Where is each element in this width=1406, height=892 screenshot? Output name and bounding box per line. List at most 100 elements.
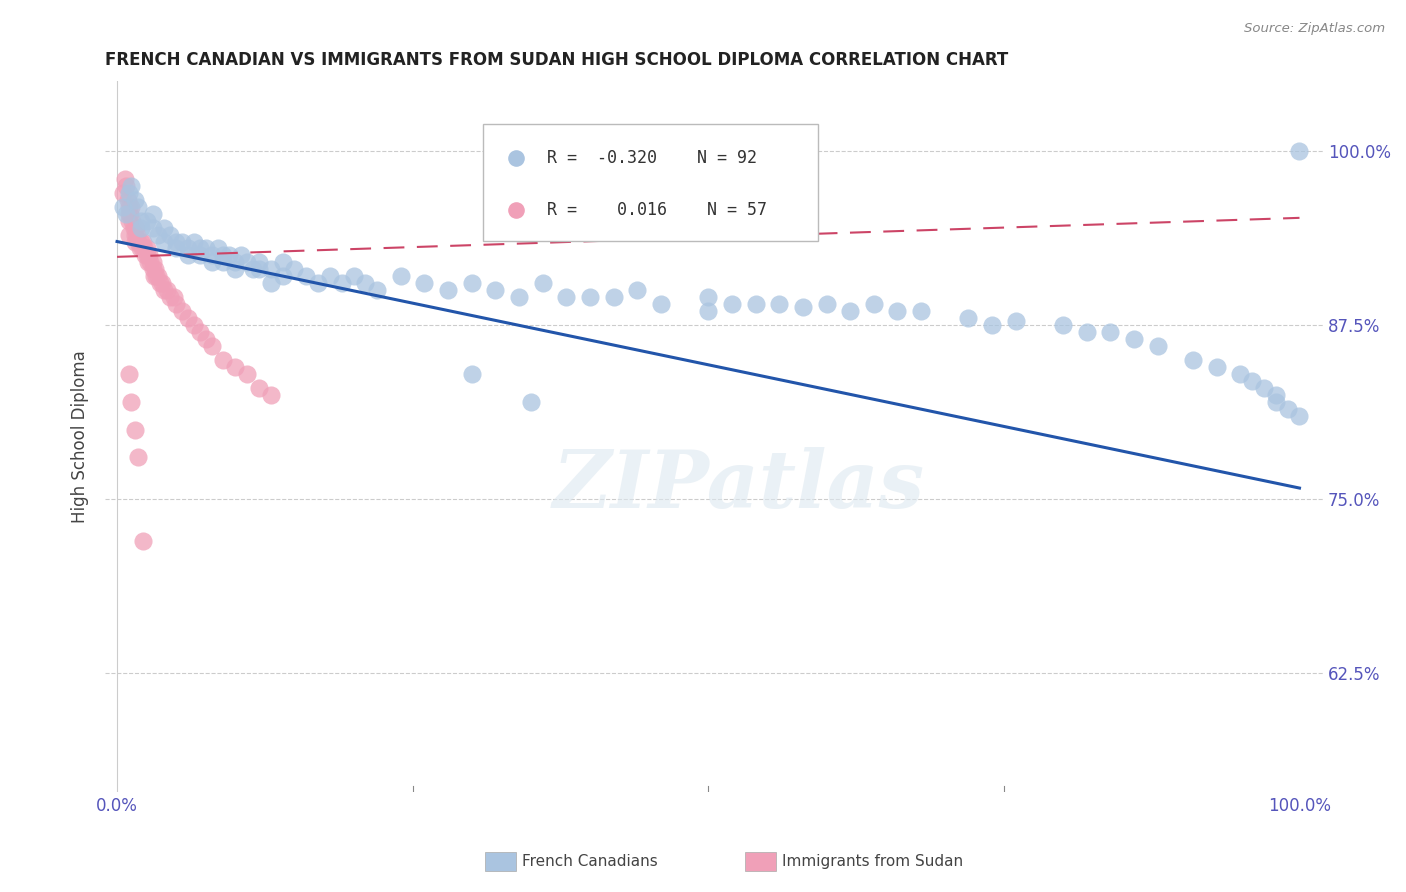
Point xyxy=(1146,339,1168,353)
Point xyxy=(183,318,205,332)
Point xyxy=(138,248,160,262)
Point xyxy=(118,207,141,221)
Point xyxy=(242,262,264,277)
Point xyxy=(626,283,648,297)
Point xyxy=(188,242,211,256)
Point xyxy=(115,178,138,193)
Point xyxy=(170,304,193,318)
Point xyxy=(124,423,146,437)
Point xyxy=(957,311,980,326)
Point xyxy=(111,186,134,200)
Point xyxy=(271,255,294,269)
Point xyxy=(1253,381,1275,395)
Point xyxy=(697,290,720,304)
FancyBboxPatch shape xyxy=(482,124,818,241)
Point xyxy=(224,262,246,277)
Point xyxy=(1099,325,1122,339)
Point xyxy=(141,207,163,221)
Point xyxy=(118,227,141,242)
Point xyxy=(117,193,139,207)
Point xyxy=(650,297,672,311)
Point xyxy=(153,235,176,249)
Point xyxy=(1264,388,1286,402)
Point xyxy=(697,304,720,318)
Point xyxy=(188,325,211,339)
Point xyxy=(127,227,149,242)
Text: Immigrants from Sudan: Immigrants from Sudan xyxy=(782,855,963,869)
Point xyxy=(260,388,283,402)
Point xyxy=(271,269,294,284)
Point xyxy=(153,283,176,297)
Point xyxy=(135,248,157,262)
Point xyxy=(260,277,283,291)
Point xyxy=(231,248,253,262)
Point xyxy=(134,248,156,262)
Point xyxy=(1004,314,1026,328)
Point xyxy=(224,359,246,374)
Point xyxy=(118,367,141,381)
Point xyxy=(201,248,224,262)
Point xyxy=(149,277,172,291)
Point xyxy=(134,242,156,256)
Point xyxy=(132,533,155,548)
Point xyxy=(236,367,259,381)
Point xyxy=(354,277,377,291)
Point xyxy=(194,242,217,256)
Point xyxy=(141,262,163,277)
Point xyxy=(792,300,814,314)
Point xyxy=(366,283,388,297)
Point xyxy=(207,242,229,256)
Point xyxy=(153,220,176,235)
Point xyxy=(165,297,187,311)
Point xyxy=(862,297,884,311)
Point xyxy=(247,262,270,277)
Point xyxy=(579,290,602,304)
Point xyxy=(413,277,436,291)
Point xyxy=(124,235,146,249)
Point xyxy=(1264,394,1286,409)
Point xyxy=(121,213,143,227)
Text: FRENCH CANADIAN VS IMMIGRANTS FROM SUDAN HIGH SCHOOL DIPLOMA CORRELATION CHART: FRENCH CANADIAN VS IMMIGRANTS FROM SUDAN… xyxy=(105,51,1008,69)
Point xyxy=(212,248,235,262)
Point xyxy=(127,235,149,249)
Point xyxy=(129,220,152,235)
Text: R =  -0.320    N = 92: R = -0.320 N = 92 xyxy=(547,149,758,168)
Point xyxy=(135,213,157,227)
Point xyxy=(342,269,364,284)
Point xyxy=(120,394,142,409)
Point xyxy=(721,297,744,311)
Point xyxy=(295,269,318,284)
Point xyxy=(145,269,167,284)
Point xyxy=(188,248,211,262)
Point xyxy=(283,262,305,277)
Point xyxy=(163,290,186,304)
Point xyxy=(183,235,205,249)
Point xyxy=(118,200,141,214)
Point xyxy=(744,297,766,311)
Point xyxy=(127,200,149,214)
Point xyxy=(505,396,527,410)
Point xyxy=(1241,374,1264,388)
Point xyxy=(212,352,235,367)
Point xyxy=(1229,367,1251,381)
Point xyxy=(508,290,530,304)
Point xyxy=(1205,359,1227,374)
Point xyxy=(319,269,342,284)
Point xyxy=(212,255,235,269)
Point xyxy=(143,262,166,277)
Point xyxy=(1052,318,1074,332)
Point xyxy=(555,290,578,304)
Point xyxy=(148,227,170,242)
Point xyxy=(159,227,181,242)
Point xyxy=(910,304,932,318)
Point xyxy=(125,220,148,235)
Point xyxy=(602,290,624,304)
Point xyxy=(118,213,141,227)
Point xyxy=(768,297,790,311)
Point xyxy=(1288,144,1310,158)
Point xyxy=(1277,401,1299,416)
Point xyxy=(236,255,259,269)
Point xyxy=(484,283,506,297)
Point xyxy=(124,227,146,242)
Point xyxy=(141,255,163,269)
